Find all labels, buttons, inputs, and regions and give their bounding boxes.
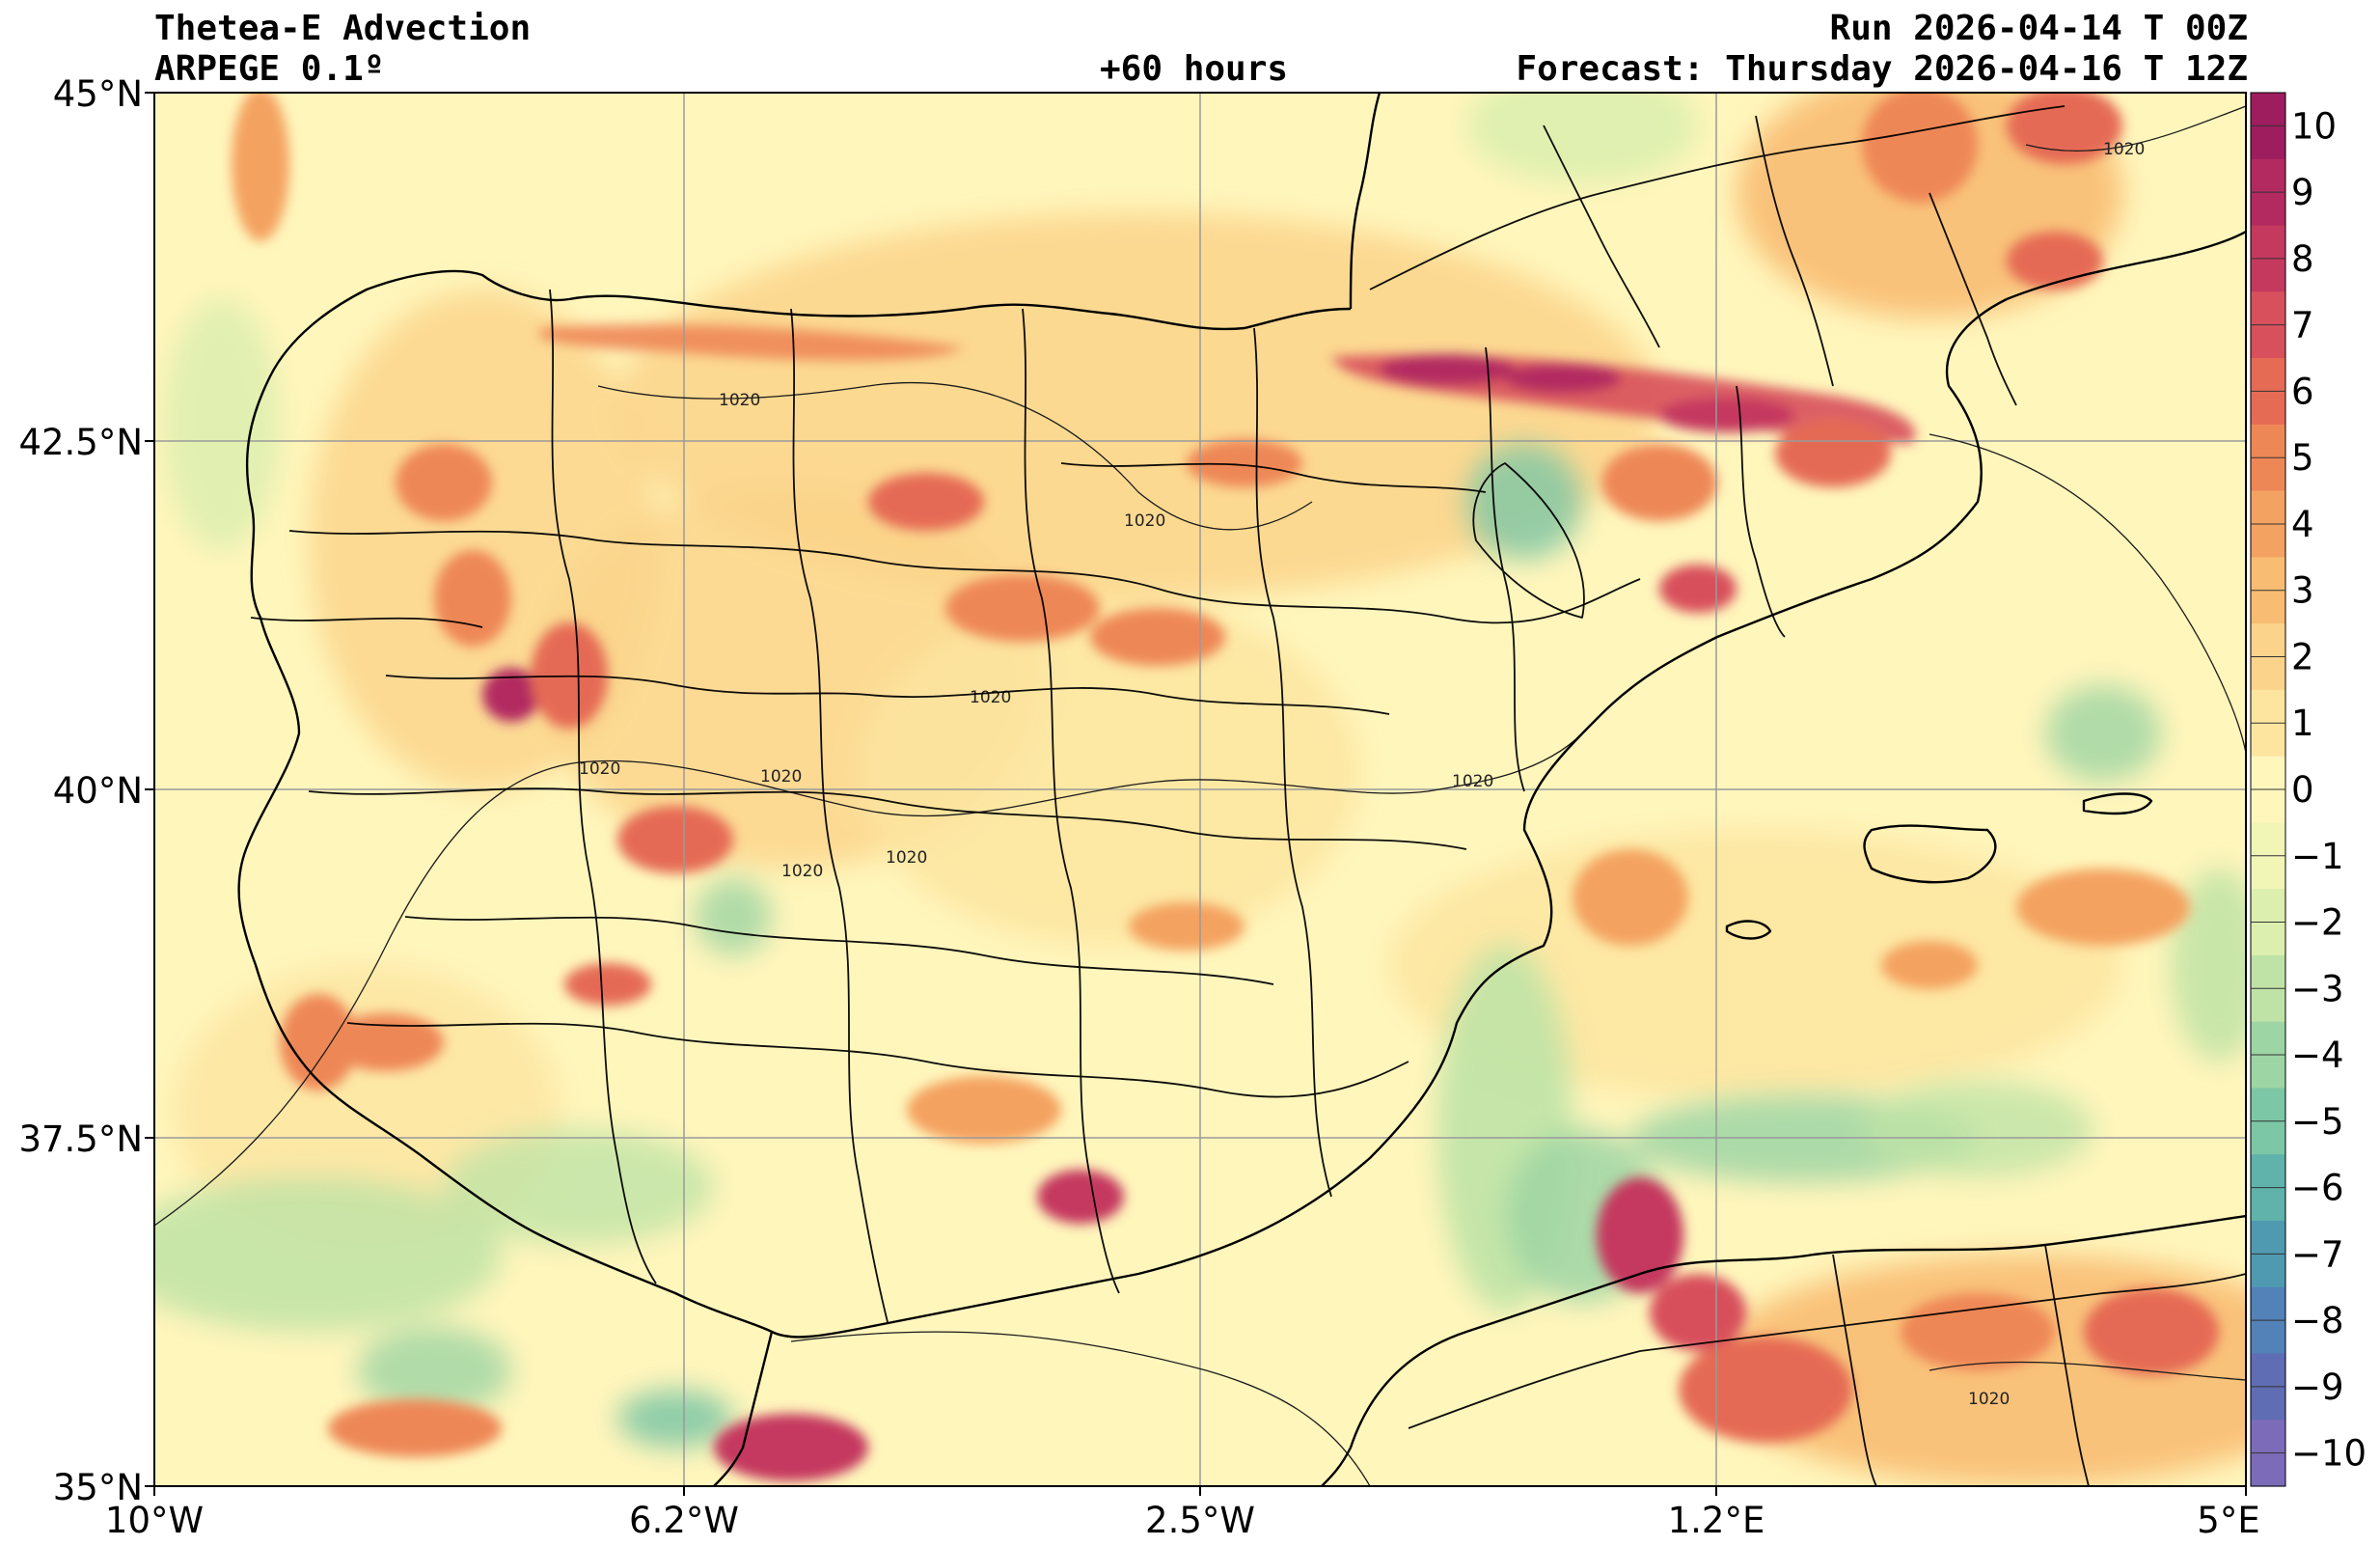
lat-tick-label: 42.5°N <box>18 422 143 463</box>
isobar-label: 1020 <box>760 767 802 787</box>
colorbar-label: 7 <box>2291 305 2314 346</box>
map-plot-area: 1020 1020 1020 1020 1020 1020 1020 1020 … <box>154 93 2246 1486</box>
colorbar-label: 4 <box>2291 504 2314 545</box>
colorbar-label: 3 <box>2291 570 2314 612</box>
lon-tick-label: 6.2°W <box>629 1500 739 1541</box>
model-name: ARPEGE 0.1º <box>154 49 385 89</box>
colorbar-label: 8 <box>2291 238 2314 280</box>
advection-field-negative <box>154 93 2246 1448</box>
isobar-label: 1020 <box>579 759 620 779</box>
colorbar-label: −5 <box>2291 1101 2344 1143</box>
colorbar-label: 6 <box>2291 371 2314 412</box>
colorbar-label: 1 <box>2291 703 2314 744</box>
lon-tick-label: 2.5°W <box>1145 1500 1255 1541</box>
lon-tick-label: 1.2°E <box>1668 1500 1765 1541</box>
colorbar-label: 5 <box>2291 437 2314 479</box>
lat-tick-label: 35°N <box>53 1467 143 1508</box>
isobar-label: 1020 <box>781 862 823 881</box>
lat-tick-label: 45°N <box>53 73 143 115</box>
lead-time: +60 hours <box>1100 49 1289 89</box>
colorbar-label: 0 <box>2291 769 2314 811</box>
lon-tick-label: 5°E <box>2197 1500 2259 1541</box>
isobar-label: 1020 <box>1452 772 1493 791</box>
colorbar-label: −8 <box>2291 1300 2344 1341</box>
map-title: Thetea-E Advection <box>154 9 532 48</box>
colorbar-label: −7 <box>2291 1233 2344 1275</box>
lat-tick-label: 37.5°N <box>18 1118 143 1160</box>
lon-axis: 10°W 6.2°W 2.5°W 1.2°E 5°E <box>105 1486 2260 1541</box>
colorbar-label: 9 <box>2291 172 2314 213</box>
run-time: Run 2026-04-14 T 00Z <box>1829 9 2248 48</box>
advection-field-positive <box>232 93 2219 1481</box>
isobar-label: 1020 <box>1968 1390 2010 1409</box>
lat-tick-label: 40°N <box>53 770 143 812</box>
colorbar-label: −4 <box>2291 1035 2344 1076</box>
colorbar-label: −2 <box>2291 902 2344 944</box>
isobar-lines <box>154 105 2246 1486</box>
colorbar-label: 10 <box>2291 105 2337 147</box>
colorbar-label: −10 <box>2291 1433 2366 1475</box>
colorbar-label: −1 <box>2291 836 2344 877</box>
isobar-label: 1020 <box>886 848 927 868</box>
isobar-label: 1020 <box>719 391 760 410</box>
coastlines <box>237 93 2246 1486</box>
isobar-labels: 1020 1020 1020 1020 1020 1020 1020 1020 … <box>579 140 2145 1409</box>
colorbar-label: −9 <box>2291 1367 2344 1408</box>
lon-tick-label: 10°W <box>105 1500 204 1541</box>
isobar-label: 1020 <box>2103 140 2145 159</box>
colorbar-label: 2 <box>2291 636 2314 677</box>
region-borders <box>250 105 2246 1486</box>
lat-axis: 45°N 42.5°N 40°N 37.5°N 35°N <box>18 73 154 1508</box>
colorbar-label: −3 <box>2291 968 2344 1009</box>
forecast-time: Forecast: Thursday 2026-04-16 T 12Z <box>1516 49 2248 89</box>
isobar-label: 1020 <box>1124 511 1165 531</box>
colorbar-label: −6 <box>2291 1168 2344 1209</box>
